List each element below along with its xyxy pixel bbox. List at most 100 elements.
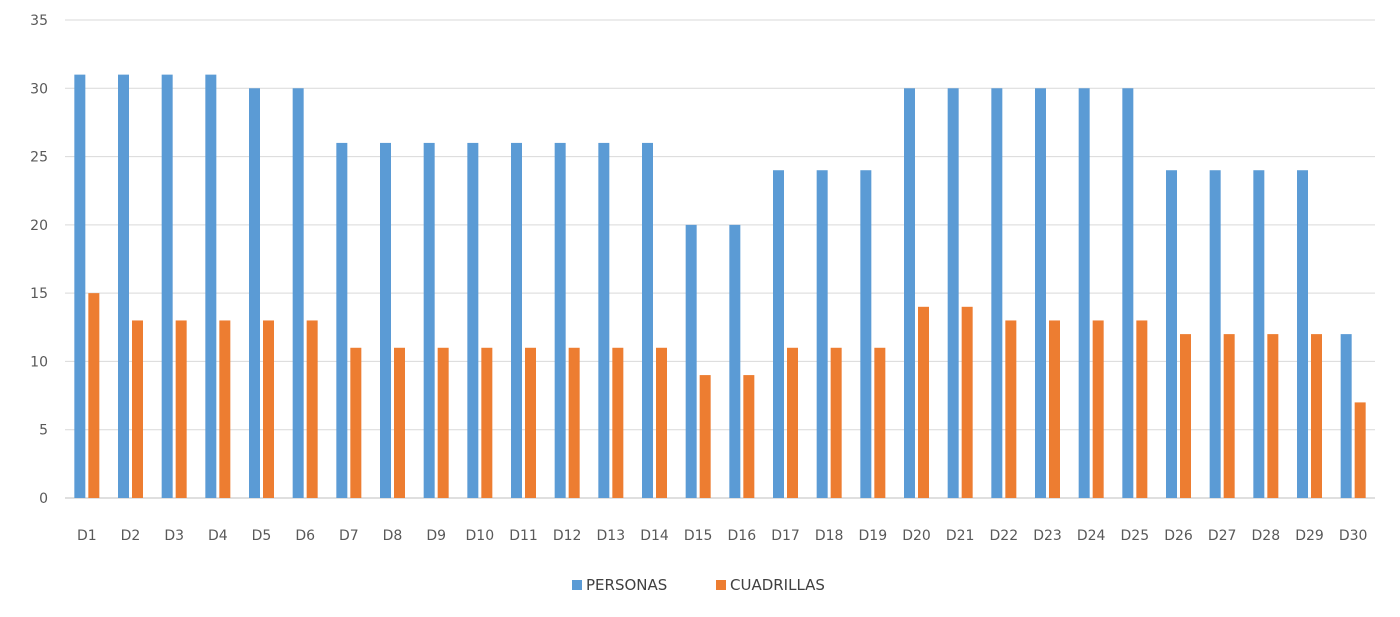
bar-cuadrillas-d16 (743, 375, 755, 498)
x-tick-label: D4 (208, 528, 228, 544)
bar-personas-d10 (467, 142, 479, 498)
bar-personas-d23 (1035, 88, 1046, 499)
bar-cuadrillas-d17 (787, 347, 798, 498)
y-tick-label: 5 (39, 423, 48, 439)
x-tick-label: D6 (295, 528, 315, 544)
bar-cuadrillas-d18 (830, 347, 842, 498)
bar-cuadrillas-d6 (306, 320, 318, 498)
bar-personas-d30 (1340, 334, 1352, 498)
bar-personas-d27 (1209, 170, 1221, 498)
bar-cuadrillas-d11 (525, 347, 536, 498)
legend-label: PERSONAS (586, 576, 667, 594)
bar-cuadrillas-d20 (918, 306, 929, 498)
bar-cuadrillas-d12 (568, 347, 580, 498)
x-tick-label: D27 (1208, 528, 1237, 544)
bar-cuadrillas-d15 (699, 375, 711, 498)
bar-cuadrillas-d28 (1267, 334, 1279, 498)
bar-personas-d24 (1078, 88, 1090, 499)
y-tick-label: 15 (30, 286, 48, 302)
bar-personas-d12 (554, 142, 566, 498)
bar-personas-d19 (860, 170, 872, 498)
bar-personas-d15 (685, 224, 697, 498)
legend-swatch (716, 580, 726, 590)
x-tick-label: D14 (640, 528, 669, 544)
legend: PERSONAS CUADRILLAS (572, 576, 825, 594)
x-tick-label: D11 (509, 528, 538, 544)
bar-personas-d8 (380, 142, 391, 498)
bar-personas-d14 (642, 142, 653, 498)
x-tick-label: D20 (902, 528, 931, 544)
bar-personas-d16 (729, 224, 741, 498)
bar-cuadrillas-d4 (219, 320, 231, 498)
x-tick-label: D12 (553, 528, 582, 544)
bar-cuadrillas-d10 (481, 347, 493, 498)
bar-personas-d3 (161, 74, 173, 498)
x-tick-label: D25 (1121, 528, 1150, 544)
bar-personas-d28 (1253, 170, 1265, 498)
bar-cuadrillas-d13 (612, 347, 624, 498)
bar-personas-d20 (904, 88, 915, 499)
x-tick-label: D21 (946, 528, 975, 544)
bar-personas-d5 (249, 88, 260, 499)
y-tick-label: 25 (30, 150, 48, 166)
bar-cuadrillas-d23 (1049, 320, 1060, 498)
bar-personas-d21 (947, 88, 959, 499)
y-axis-ticks: 0 5 10 15 20 25 30 35 (30, 13, 48, 507)
bar-personas-d17 (773, 170, 784, 498)
bar-cuadrillas-d26 (1180, 334, 1191, 498)
bar-personas-d26 (1166, 170, 1177, 498)
x-tick-label: D1 (77, 528, 97, 544)
x-tick-label: D24 (1077, 528, 1106, 544)
y-tick-label: 35 (30, 13, 48, 29)
x-tick-label: D5 (252, 528, 272, 544)
x-tick-label: D16 (728, 528, 757, 544)
bar-cuadrillas-d9 (437, 347, 449, 498)
bar-cuadrillas-d5 (263, 320, 274, 498)
x-tick-label: D3 (164, 528, 184, 544)
bar-cuadrillas-d21 (961, 306, 973, 498)
bar-personas-d7 (336, 142, 348, 498)
bar-personas-d9 (423, 142, 435, 498)
gridlines (65, 19, 1375, 499)
bar-personas-d25 (1122, 88, 1134, 499)
bar-cuadrillas-d29 (1311, 334, 1322, 498)
x-tick-label: D22 (990, 528, 1019, 544)
bar-cuadrillas-d2 (132, 320, 143, 498)
bar-personas-d4 (205, 74, 217, 498)
legend-label: CUADRILLAS (730, 576, 825, 594)
x-tick-label: D2 (121, 528, 141, 544)
bar-personas-d13 (598, 142, 610, 498)
x-tick-label: D23 (1033, 528, 1062, 544)
bar-cuadrillas-d27 (1223, 334, 1235, 498)
bar-cuadrillas-d14 (656, 347, 667, 498)
x-tick-label: D13 (597, 528, 626, 544)
y-tick-label: 10 (30, 354, 48, 370)
y-tick-label: 20 (30, 218, 48, 234)
bar-personas-d11 (511, 142, 522, 498)
y-tick-label: 30 (30, 81, 48, 97)
bar-personas-d2 (118, 74, 129, 498)
legend-swatch (572, 580, 582, 590)
x-tick-label: D29 (1295, 528, 1324, 544)
bar-personas-d6 (292, 88, 304, 499)
bar-cuadrillas-d25 (1136, 320, 1148, 498)
bars (74, 74, 1366, 499)
x-tick-label: D7 (339, 528, 359, 544)
x-tick-label: D17 (771, 528, 800, 544)
bar-cuadrillas-d1 (88, 293, 100, 498)
x-tick-label: D15 (684, 528, 713, 544)
bar-personas-d1 (74, 74, 86, 498)
x-tick-label: D26 (1164, 528, 1193, 544)
x-tick-label: D18 (815, 528, 844, 544)
x-tick-label: D9 (426, 528, 446, 544)
x-tick-label: D19 (859, 528, 888, 544)
bar-cuadrillas-d8 (394, 347, 405, 498)
bar-personas-d18 (816, 170, 828, 498)
bar-personas-d22 (991, 88, 1003, 499)
bar-personas-d29 (1297, 170, 1308, 498)
bar-cuadrillas-d22 (1005, 320, 1017, 498)
x-tick-label: D8 (383, 528, 403, 544)
bar-cuadrillas-d19 (874, 347, 886, 498)
y-tick-label: 0 (39, 491, 48, 507)
